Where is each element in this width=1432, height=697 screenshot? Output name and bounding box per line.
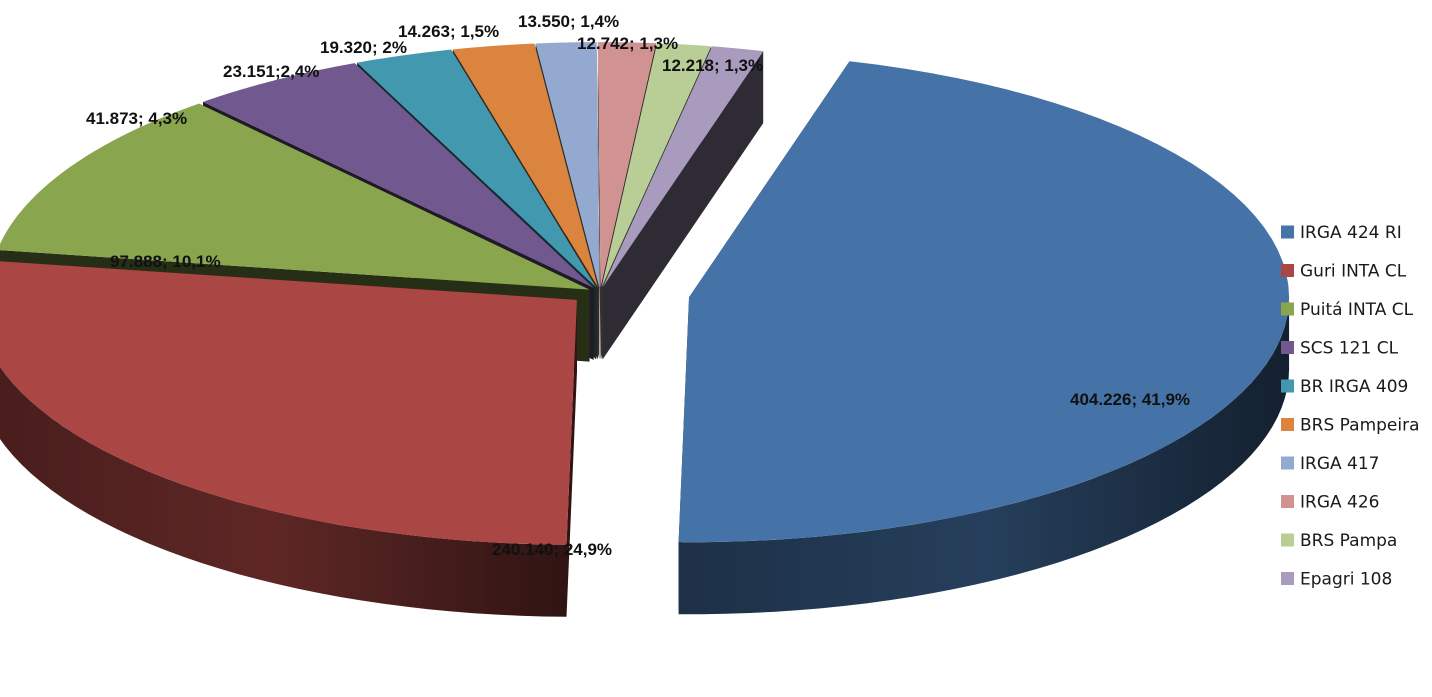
data-labels: 404.226; 41,9% 240.140; 24,9% 97.888; 10,1… <box>86 12 1190 559</box>
legend-item: BR IRGA 409 <box>1281 377 1408 397</box>
legend-swatch <box>1281 302 1294 316</box>
data-label: 13.550; 1,4% <box>518 12 619 31</box>
legend-swatch <box>1281 495 1294 508</box>
slice-wall <box>602 51 764 360</box>
legend-swatch <box>1281 418 1294 431</box>
slice-wall <box>597 42 601 360</box>
pie-top-layer <box>0 42 1290 545</box>
legend-item: BRS Pampa <box>1281 531 1397 551</box>
pie-slice-br-irga-409 <box>357 49 597 288</box>
legend-label: IRGA 424 RI <box>1300 223 1402 243</box>
legend-label: BRS Pampeira <box>1300 416 1420 436</box>
data-label: 19.320; 2% <box>320 38 407 57</box>
legend-swatch <box>1281 456 1294 470</box>
legend-label: SCS 121 CL <box>1300 339 1399 359</box>
legend-label: BRS Pampa <box>1300 531 1397 551</box>
legend-item: Puitá INTA CL <box>1281 300 1414 320</box>
data-label: 12.218; 1,3% <box>662 56 763 75</box>
legend-swatch <box>1281 533 1294 547</box>
pie-slice-scs-121-cl <box>203 63 594 288</box>
legend-item: BRS Pampeira <box>1281 416 1420 436</box>
legend-item: Guri INTA CL <box>1281 262 1407 282</box>
pie-slice-brs-pampeira <box>452 43 598 288</box>
data-label: 97.888; 10,1% <box>110 252 221 271</box>
legend-item: IRGA 426 <box>1281 493 1379 513</box>
slice-outer-wall <box>678 297 1290 615</box>
data-label: 14.263; 1,5% <box>398 22 499 41</box>
legend-label: Guri INTA CL <box>1300 262 1407 282</box>
legend-label: BR IRGA 409 <box>1300 377 1408 397</box>
legend-label: Epagri 108 <box>1300 570 1392 590</box>
slice-wall <box>566 299 577 617</box>
legend-item: SCS 121 CL <box>1281 339 1399 359</box>
legend-swatch <box>1281 264 1294 277</box>
data-label: 240.140; 24,9% <box>492 540 612 559</box>
legend-swatch <box>1281 341 1294 354</box>
legend: IRGA 424 RI Guri INTA CL Puitá INTA CL SCS … <box>1281 223 1420 590</box>
pie-slice-guri-inta-cl <box>0 261 577 545</box>
pie-slice-irga-426 <box>597 42 656 288</box>
legend-item: Epagri 108 <box>1281 570 1392 590</box>
legend-label: IRGA 426 <box>1300 493 1379 513</box>
legend-swatch <box>1281 225 1294 239</box>
legend-swatch <box>1281 379 1294 393</box>
pie-slice-brs-pampa <box>601 43 712 288</box>
legend-label: IRGA 417 <box>1300 454 1379 474</box>
legend-swatch <box>1281 572 1294 585</box>
pie-slice-puit-inta-cl <box>0 103 590 290</box>
data-label: 12.742; 1,3% <box>577 34 678 53</box>
legend-item: IRGA 417 <box>1281 454 1379 474</box>
data-label: 41.873; 4,3% <box>86 109 187 128</box>
data-label: 23.151;2,4% <box>223 62 319 81</box>
pie-slice-irga-417 <box>535 42 600 288</box>
slice-outer-wall <box>0 366 567 617</box>
legend-item: IRGA 424 RI <box>1281 223 1402 243</box>
pie-slice-epagri-108 <box>602 46 764 288</box>
legend-label: Puitá INTA CL <box>1300 300 1414 320</box>
data-label: 404.226; 41,9% <box>1070 390 1190 409</box>
pie-slice-irga-424-ri <box>678 61 1290 543</box>
